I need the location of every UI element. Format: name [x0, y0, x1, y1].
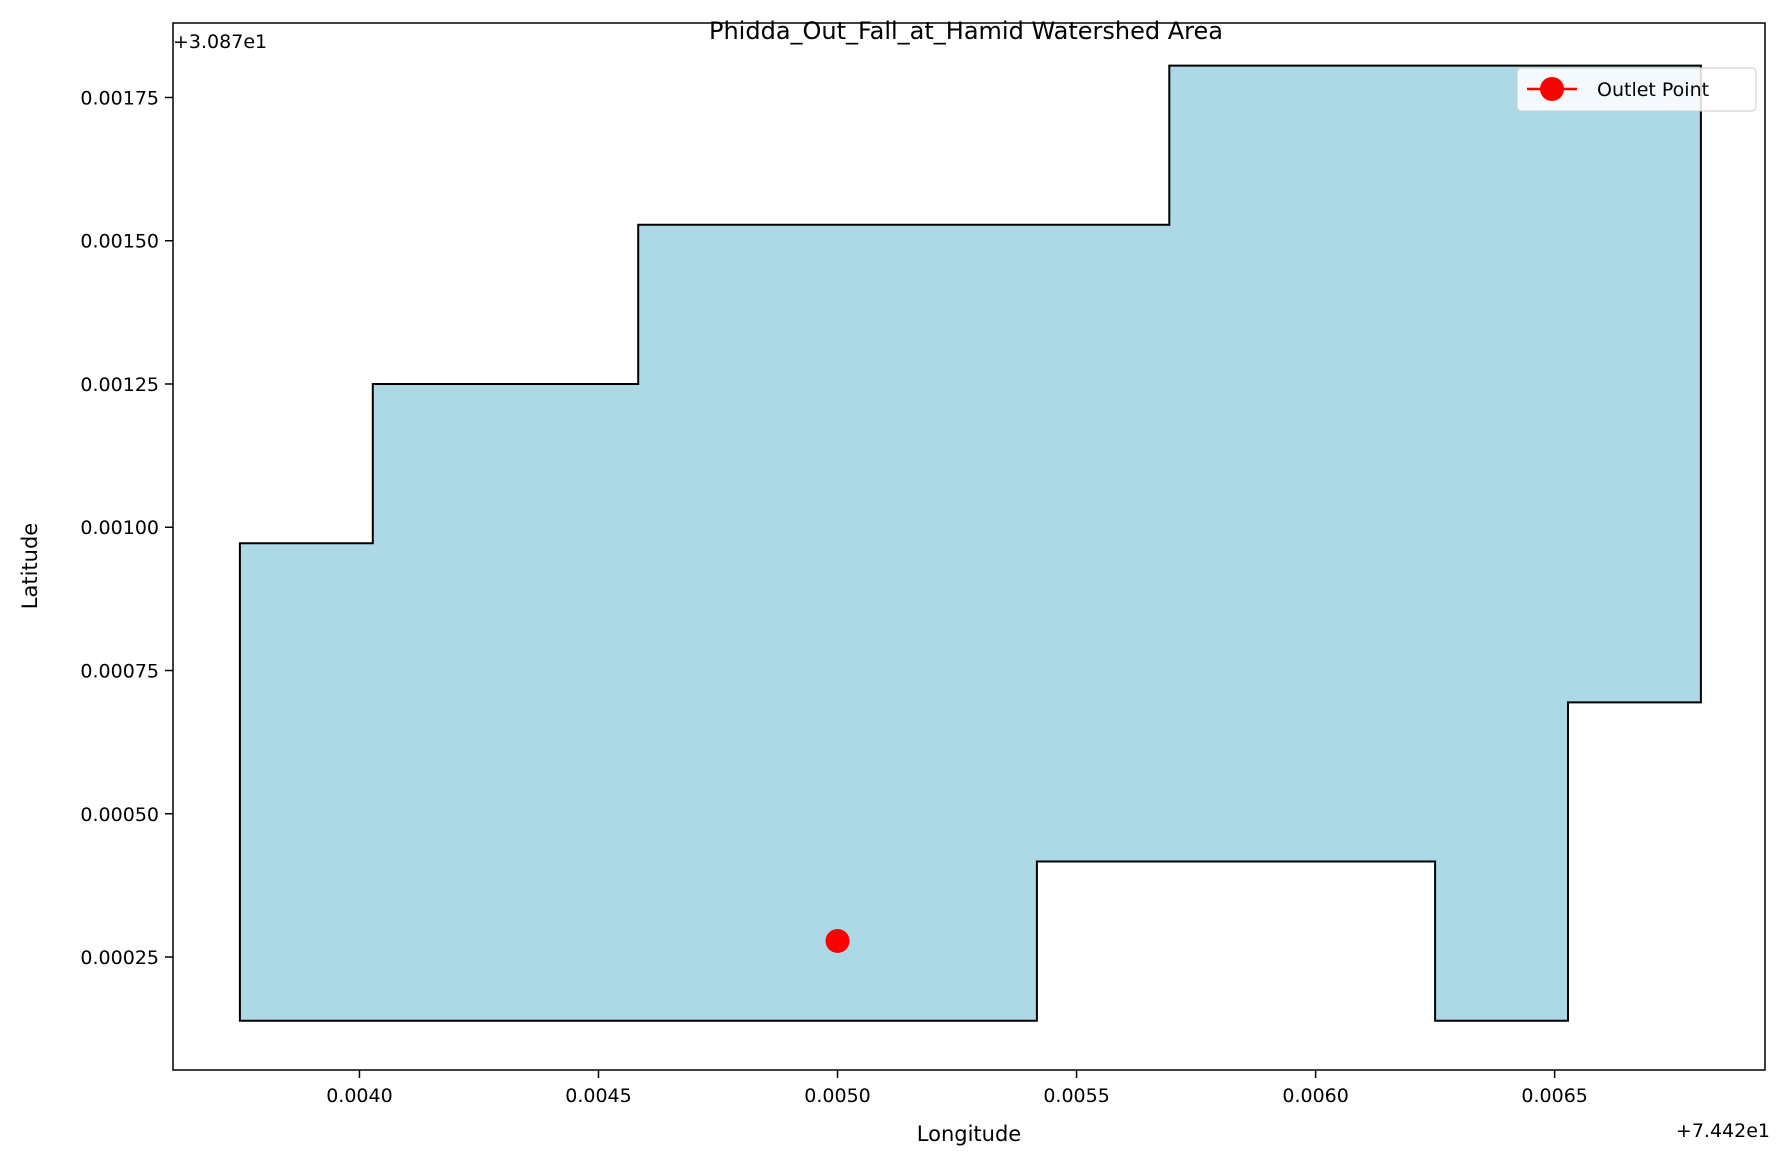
outlet-point-marker: [825, 928, 850, 953]
x-axis-label: Longitude: [917, 1122, 1021, 1146]
x-axis-ticks: 0.0040 0.0045 0.0050 0.0055 0.0060 0.0065: [326, 1070, 1588, 1107]
x-offset-label: +7.442e1: [1676, 1120, 1770, 1142]
x-tick-label: 0.0045: [565, 1085, 631, 1107]
y-tick-label: 0.00175: [80, 87, 159, 109]
outlet-points: [825, 928, 850, 953]
x-tick-label: 0.0060: [1282, 1085, 1348, 1107]
y-axis-label: Latitude: [18, 523, 42, 609]
y-tick-label: 0.00150: [80, 231, 159, 253]
y-tick-label: 0.00100: [80, 517, 159, 539]
x-tick-label: 0.0065: [1521, 1085, 1587, 1107]
legend-box: [1516, 67, 1757, 112]
legend: Outlet Point: [1516, 67, 1757, 112]
x-tick-label: 0.0050: [804, 1085, 870, 1107]
axes-frame: [172, 22, 1766, 1071]
y-tick-label: 0.00050: [80, 804, 159, 826]
watershed-polygon: [238, 64, 1702, 1022]
plot-area: [172, 22, 1766, 1071]
y-offset-label: +3.087e1: [173, 31, 267, 53]
legend-dot-marker: [1540, 77, 1564, 101]
y-tick-label: 0.00075: [80, 660, 159, 682]
chart-title: Phidda_Out_Fall_at_Hamid Watershed Area: [709, 17, 1223, 45]
y-tick-label: 0.00025: [80, 947, 159, 969]
x-tick-label: 0.0040: [326, 1085, 392, 1107]
y-axis-ticks: 0.00025 0.00050 0.00075 0.00100 0.00125 0.001…: [80, 87, 173, 969]
legend-label: Outlet Point: [1597, 79, 1709, 101]
x-tick-label: 0.0055: [1043, 1085, 1109, 1107]
y-tick-label: 0.00125: [80, 374, 159, 396]
